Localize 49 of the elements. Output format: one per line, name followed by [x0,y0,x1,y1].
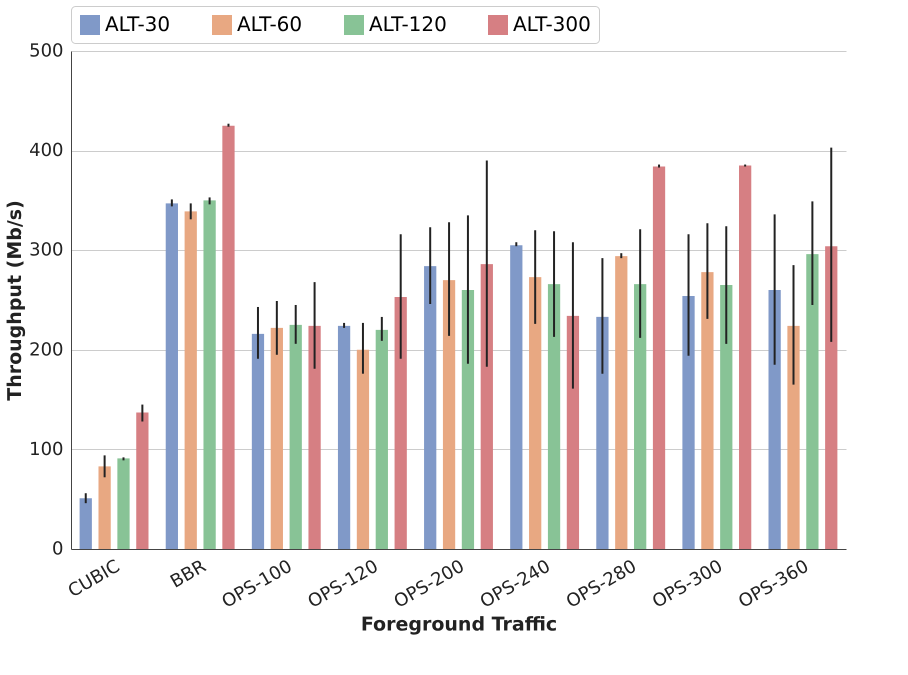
bar [136,412,148,549]
bar [98,466,111,549]
bar [442,280,456,549]
bar [739,166,752,549]
y-tick-label: 300 [29,240,64,261]
bar [222,126,235,549]
y-tick-label: 0 [52,538,64,560]
bar [252,334,264,549]
bar [806,254,819,549]
bar [596,316,609,549]
bar [480,264,493,549]
bar [376,330,388,549]
y-tick-label: 100 [29,438,64,460]
bar [270,328,283,549]
bar [768,290,781,549]
y-tick-label: 500 [29,40,64,62]
legend-label: ALT-60 [237,12,302,36]
bar [548,284,560,549]
y-tick-label: 200 [29,339,64,360]
bar [290,324,302,549]
x-axis-title: Foreground Traffic [360,614,558,636]
y-axis-title: Throughput (Mb/s) [4,200,26,401]
bar [701,272,714,549]
bar [184,211,197,549]
bar [356,350,370,549]
legend-label: ALT-30 [105,12,170,36]
bar [510,245,522,549]
bar [166,203,178,549]
bar [634,284,646,549]
legend-label: ALT-120 [369,12,447,36]
bar [80,498,92,549]
bar [787,326,800,549]
bar [682,296,695,549]
bar [652,166,666,549]
bar [566,316,580,549]
bar [394,297,407,549]
legend-label: ALT-300 [513,12,591,36]
bar [615,256,628,549]
bar [117,458,130,549]
x-tick-label: BBR [166,556,210,593]
bar [529,277,542,549]
bar [338,326,350,549]
bar [825,246,838,549]
y-tick-label: 400 [29,140,64,162]
bar [720,285,732,549]
bar [308,326,321,549]
bar [203,200,216,549]
bar [424,266,436,549]
bar [462,290,474,549]
